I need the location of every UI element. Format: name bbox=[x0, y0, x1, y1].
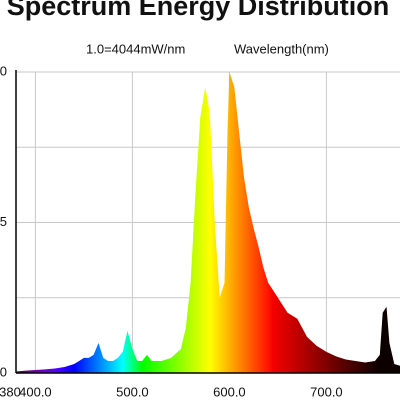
x-tick-label: 400.0 bbox=[19, 384, 52, 399]
spectrum-area bbox=[16, 72, 400, 373]
chart-title: Spectrum Energy Distribution bbox=[7, 0, 390, 21]
y-tick-label: 1.0 bbox=[0, 63, 7, 78]
unit-note: 1.0=4044mW/nm bbox=[86, 41, 185, 56]
x-tick-label: 600.0 bbox=[213, 384, 246, 399]
x-axis-title: Wavelength(nm) bbox=[234, 41, 329, 56]
x-tick-label: 700.0 bbox=[310, 384, 343, 399]
x-tick-label: 380 bbox=[0, 384, 21, 399]
y-tick-label: 0.5 bbox=[0, 214, 7, 229]
x-tick-label: 500.0 bbox=[116, 384, 149, 399]
y-tick-label: 0 bbox=[0, 364, 7, 379]
